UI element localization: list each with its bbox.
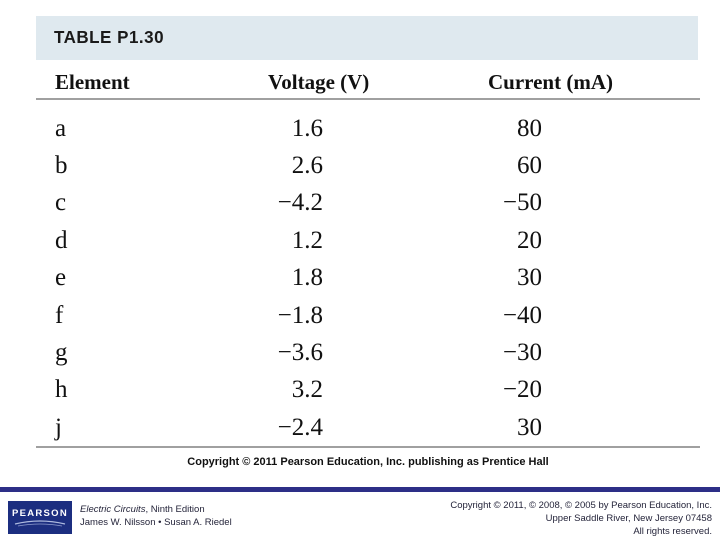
table-row: a 1.6 80 bbox=[0, 110, 720, 147]
column-header-element: Element bbox=[55, 70, 130, 94]
table-label-band: TABLE P1.30 bbox=[36, 16, 698, 60]
pearson-logo-text: PEARSON bbox=[11, 507, 69, 519]
footer-divider-bar bbox=[0, 487, 720, 492]
table-row: c −4.2 −50 bbox=[0, 185, 720, 222]
element-cell: j bbox=[55, 413, 62, 441]
copyright-line-3: All rights reserved. bbox=[633, 526, 712, 537]
table-header-rule bbox=[36, 98, 700, 100]
pearson-logo: PEARSON bbox=[8, 501, 72, 534]
voltage-cell: 3.2 bbox=[291, 376, 323, 404]
copyright-line-1: Copyright © 2011, © 2008, © 2005 by Pear… bbox=[450, 500, 712, 511]
element-cell: a bbox=[55, 114, 67, 142]
current-cell: −20 bbox=[502, 376, 542, 404]
column-header-current: Current (mA) bbox=[488, 70, 613, 94]
voltage-cell: 1.8 bbox=[291, 264, 323, 292]
table-row: d 1.2 20 bbox=[0, 222, 720, 259]
table-row: b 2.6 60 bbox=[0, 147, 720, 184]
element-cell: d bbox=[55, 226, 68, 254]
voltage-cell: −2.4 bbox=[277, 413, 323, 441]
copyright-block: Copyright © 2011, © 2008, © 2005 by Pear… bbox=[412, 499, 712, 538]
table-row: e 1.8 30 bbox=[0, 260, 720, 297]
column-header-voltage: Voltage (V) bbox=[268, 70, 370, 94]
element-cell: h bbox=[55, 376, 68, 404]
current-cell: −50 bbox=[502, 189, 542, 217]
table-rows: a 1.6 80 b 2.6 60 c −4.2 −50 d 1.2 20 e 1.8 30 f −1.8 −40… bbox=[0, 110, 720, 447]
table-row: j −2.4 30 bbox=[0, 409, 720, 446]
book-authors: James W. Nilsson • Susan A. Riedel bbox=[80, 517, 232, 528]
current-cell: 30 bbox=[517, 264, 542, 292]
voltage-cell: −3.6 bbox=[277, 339, 323, 367]
current-cell: −40 bbox=[502, 301, 542, 329]
book-title-line: Electric Circuits, Ninth Edition bbox=[80, 503, 232, 516]
book-title: Electric Circuits bbox=[80, 504, 146, 515]
table-bottom-rule bbox=[36, 446, 700, 448]
table-row: f −1.8 −40 bbox=[0, 297, 720, 334]
copyright-line-2: Upper Saddle River, New Jersey 07458 bbox=[545, 513, 712, 524]
table-copyright: Copyright © 2011 Pearson Education, Inc.… bbox=[187, 456, 549, 468]
current-cell: 80 bbox=[517, 114, 542, 142]
current-cell: 20 bbox=[517, 226, 542, 254]
element-cell: b bbox=[55, 152, 68, 180]
element-cell: f bbox=[55, 301, 64, 329]
element-cell: e bbox=[55, 264, 67, 292]
table-row: h 3.2 −20 bbox=[0, 372, 720, 409]
pearson-swoosh-icon bbox=[14, 519, 66, 526]
book-credit: Electric Circuits, Ninth Edition James W… bbox=[80, 503, 232, 529]
current-cell: 30 bbox=[517, 413, 542, 441]
voltage-cell: 1.2 bbox=[291, 226, 323, 254]
voltage-cell: 2.6 bbox=[291, 152, 323, 180]
element-cell: c bbox=[55, 189, 67, 217]
book-edition: , Ninth Edition bbox=[145, 504, 205, 515]
current-cell: −30 bbox=[502, 339, 542, 367]
table-label: TABLE P1.30 bbox=[54, 27, 165, 48]
voltage-cell: −4.2 bbox=[277, 189, 323, 217]
element-cell: g bbox=[55, 339, 68, 367]
current-cell: 60 bbox=[517, 152, 542, 180]
table-row: g −3.6 −30 bbox=[0, 334, 720, 371]
voltage-cell: 1.6 bbox=[291, 114, 323, 142]
voltage-cell: −1.8 bbox=[277, 301, 323, 329]
